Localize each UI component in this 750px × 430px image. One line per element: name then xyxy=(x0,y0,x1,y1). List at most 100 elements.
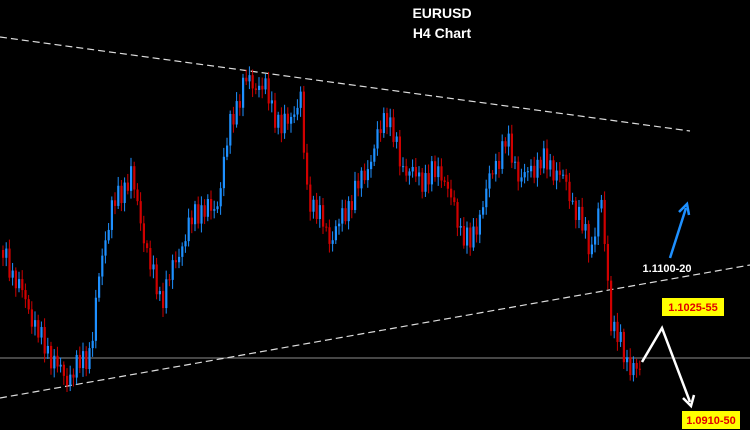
candle-body xyxy=(498,160,501,169)
candle-body xyxy=(286,113,289,124)
candle-body xyxy=(210,199,213,211)
candle-body xyxy=(162,291,165,309)
candle-body xyxy=(181,246,184,257)
upper-trendline xyxy=(0,36,691,132)
candle-body xyxy=(152,264,155,270)
candle-body xyxy=(446,181,449,189)
candle-body xyxy=(123,182,126,204)
candle-body xyxy=(318,205,321,220)
candle-body xyxy=(37,320,40,338)
candle-body xyxy=(466,227,469,246)
candle-body xyxy=(248,75,251,82)
annotation: 1.1025-55 xyxy=(668,302,718,314)
lower-trendline xyxy=(0,264,750,399)
candle-body xyxy=(462,225,465,246)
candle-body xyxy=(98,276,101,298)
candle-body xyxy=(536,159,539,178)
candle-body xyxy=(571,200,574,202)
candle-body xyxy=(549,160,552,170)
candle-body xyxy=(206,199,209,217)
candle-body xyxy=(344,208,347,222)
candle-body xyxy=(334,226,337,241)
candle-body xyxy=(382,113,385,134)
candle-body xyxy=(606,243,609,281)
candle-body xyxy=(203,205,206,217)
candle-body xyxy=(267,78,270,104)
candle-body xyxy=(11,270,14,278)
blue-arrow xyxy=(668,201,691,259)
candle-body xyxy=(133,166,136,190)
candle-body xyxy=(114,200,117,206)
candle-body xyxy=(27,299,30,310)
candle-body xyxy=(530,165,533,172)
candle-body xyxy=(616,321,619,342)
candle-body xyxy=(501,141,504,169)
candle-body xyxy=(40,327,43,338)
candle-body xyxy=(411,166,414,172)
candle-body xyxy=(629,357,632,376)
candle-body xyxy=(421,172,424,192)
candle-body xyxy=(565,174,568,182)
candle-body xyxy=(75,354,78,378)
candle-body xyxy=(379,129,382,134)
candle-body xyxy=(171,260,174,280)
candle-body xyxy=(312,199,315,212)
candle-body xyxy=(178,256,181,263)
candle-body xyxy=(482,207,485,215)
candle-body xyxy=(450,188,453,198)
candle-body xyxy=(494,160,497,175)
candle-body xyxy=(373,148,376,162)
candle-body xyxy=(546,148,549,170)
candle-body xyxy=(174,260,177,263)
candle-body xyxy=(395,136,398,142)
candle-body xyxy=(408,171,411,176)
candle-body xyxy=(242,77,245,108)
candle-body xyxy=(261,85,264,90)
candle-body xyxy=(414,166,417,177)
candle-body xyxy=(14,270,17,289)
candle-body xyxy=(88,348,91,370)
candle-body xyxy=(389,117,392,128)
candle-body xyxy=(222,156,225,189)
candle-body xyxy=(517,161,520,182)
candle-body xyxy=(18,279,21,289)
candle-body xyxy=(82,351,85,369)
candle-body xyxy=(526,171,529,173)
candle-body xyxy=(610,280,613,332)
candle-body xyxy=(165,279,168,309)
candle-body xyxy=(107,229,110,241)
candle-body xyxy=(542,148,545,169)
candle-body xyxy=(264,78,267,90)
candle-body xyxy=(219,188,222,207)
candle-body xyxy=(475,226,478,235)
candle-body xyxy=(578,206,581,221)
candle-body xyxy=(56,355,59,367)
candle-body xyxy=(632,363,635,376)
candle-body xyxy=(357,180,360,189)
candle-body xyxy=(78,354,81,369)
candle-body xyxy=(478,214,481,235)
candle-body xyxy=(603,199,606,244)
candle-body xyxy=(424,173,427,192)
candle-body xyxy=(619,331,622,342)
candle-body xyxy=(418,172,421,177)
candle-body xyxy=(427,173,430,185)
candle-body xyxy=(485,188,488,208)
candle-body xyxy=(254,88,257,91)
candle-body xyxy=(520,177,523,182)
candle-body xyxy=(600,199,603,209)
candle-body xyxy=(142,223,145,244)
label-box xyxy=(682,411,740,429)
candle-body xyxy=(322,205,325,227)
candle-body xyxy=(232,113,235,125)
candle-body xyxy=(328,227,331,244)
candle-body xyxy=(354,180,357,211)
candle-body xyxy=(440,166,443,181)
annotation: 1.1100-20 xyxy=(643,263,692,275)
candle-body xyxy=(309,184,312,212)
candle-body xyxy=(533,165,536,178)
candle-body xyxy=(507,133,510,147)
candle-body xyxy=(392,117,395,142)
